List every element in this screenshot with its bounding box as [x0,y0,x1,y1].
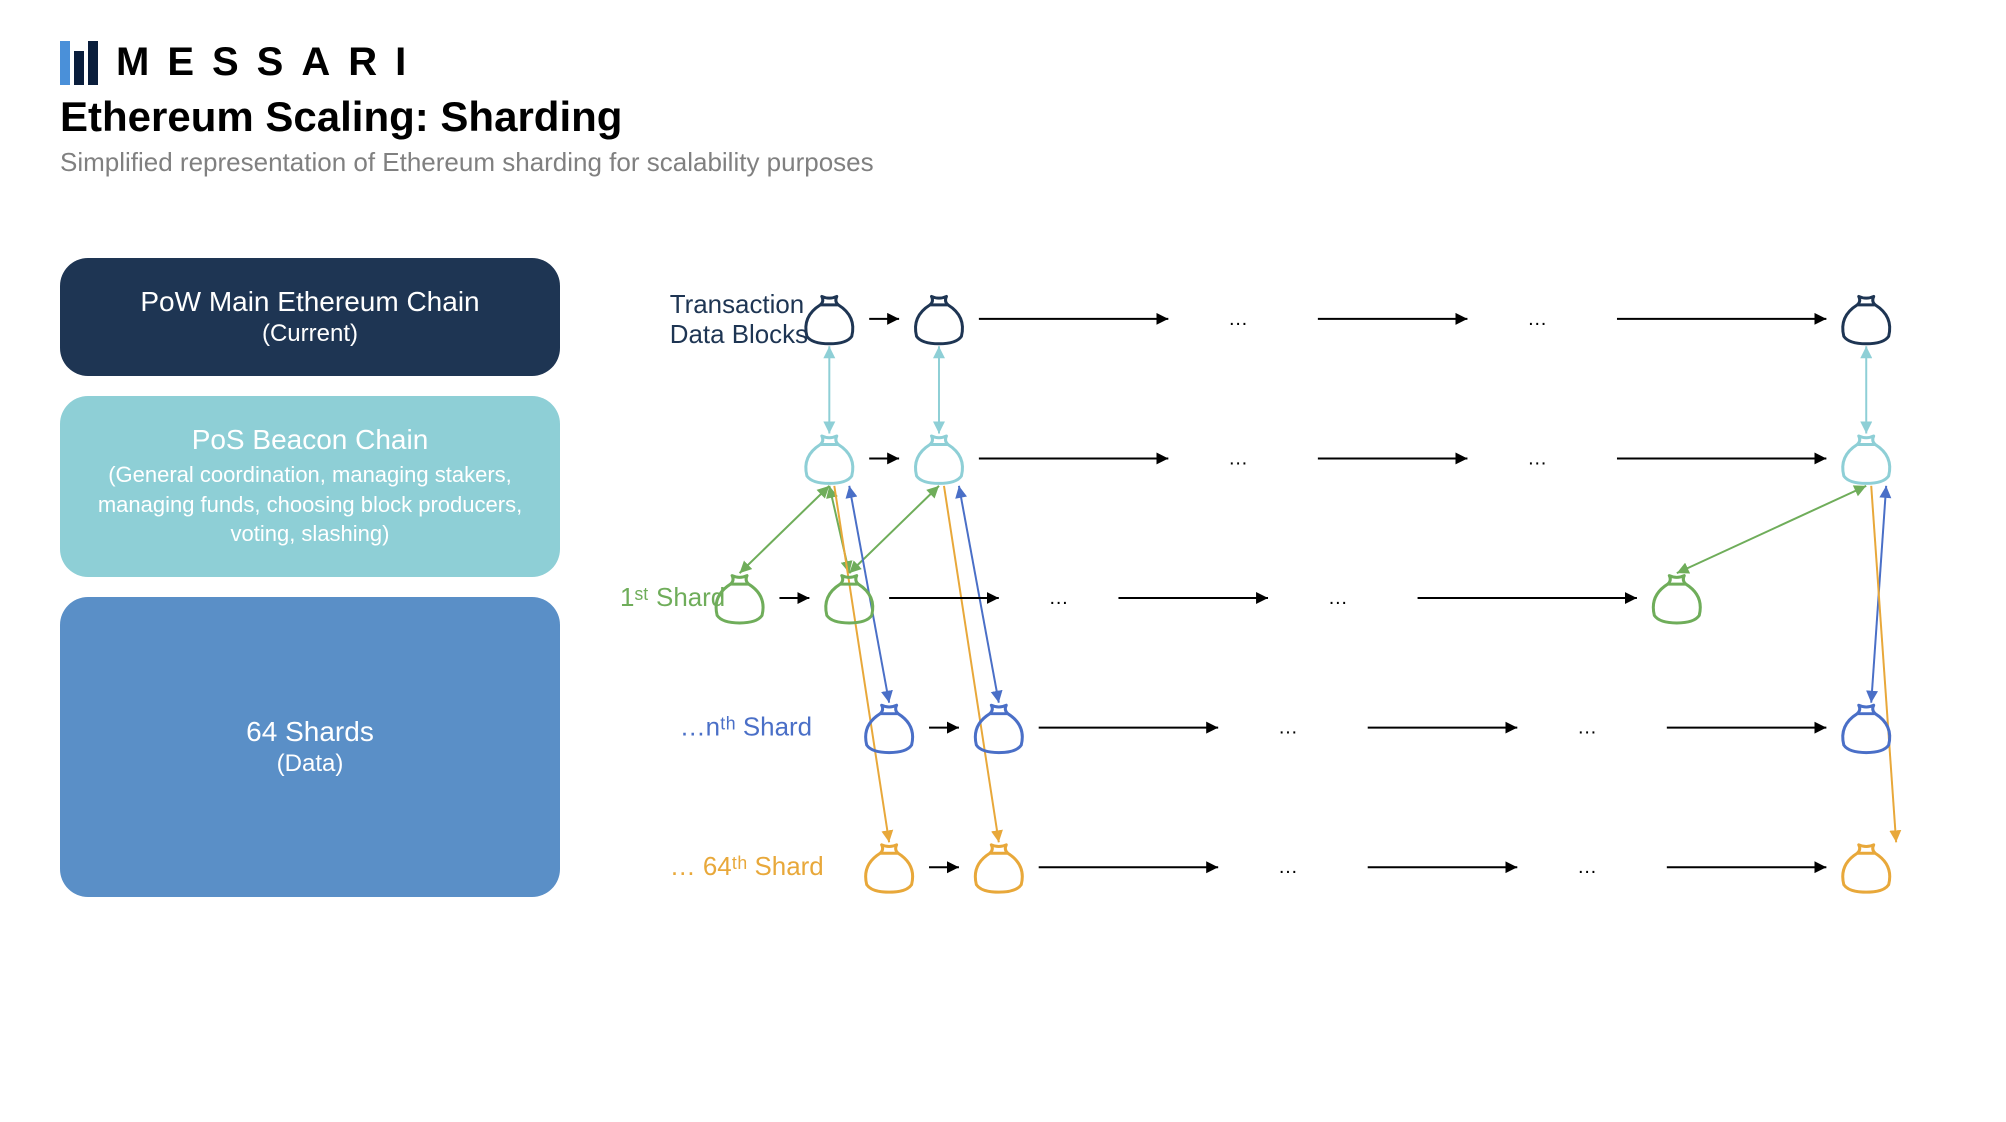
legend-box-title: 64 Shards [90,716,530,748]
bag-icon [915,296,962,343]
row-label: …nᵗʰ Shard [680,714,812,742]
row-label: … 64ᵗʰ Shard [670,853,824,881]
diagram-area: TransactionData Blocks 1ˢᵗ Shard …nᵗʰ Shar… [600,258,1946,963]
sharding-diagram: TransactionData Blocks 1ˢᵗ Shard …nᵗʰ Shar… [600,258,1946,958]
ellipsis: … [1228,447,1248,469]
ellipsis: … [1278,717,1298,739]
ellipsis: … [1228,308,1248,330]
ellipsis: … [1577,717,1597,739]
legend-box-title: PoS Beacon Chain [90,424,530,456]
legend-column: PoW Main Ethereum Chain(Current) PoS Beac… [60,258,560,963]
ellipsis: … [1049,587,1069,609]
ellipsis: … [1527,308,1547,330]
legend-box-title: PoW Main Ethereum Chain [90,286,530,318]
legend-box-pow: PoW Main Ethereum Chain(Current) [60,258,560,376]
bag-icon [1843,705,1890,752]
ellipsis: … [1527,447,1547,469]
page-title: Ethereum Scaling: Sharding [60,93,1946,141]
logo-bar [60,41,70,85]
ellipsis: … [1328,587,1348,609]
row-label: 1ˢᵗ Shard [620,584,725,612]
bag-icon [806,296,853,343]
bag-icon [866,845,913,892]
bag-icon [806,436,853,483]
logo-row: MESSARI [60,40,1946,85]
bag-icon [1843,296,1890,343]
bag-icon [915,436,962,483]
legend-box-pos: PoS Beacon Chain (General coordination, m… [60,396,560,577]
legend-box-sub: (Current) [90,320,530,348]
row-label: Data Blocks [670,321,808,349]
page-subtitle: Simplified representation of Ethereum sh… [60,147,1946,178]
brand-text: MESSARI [116,40,424,85]
bag-icon [1843,436,1890,483]
bag-icon [975,845,1022,892]
ellipsis: … [1577,856,1597,878]
ellipsis: … [1278,856,1298,878]
content-area: PoW Main Ethereum Chain(Current) PoS Beac… [60,258,1946,963]
bag-icon [826,576,873,623]
bag-icon [1653,576,1700,623]
legend-box-desc: (General coordination, managing stakers,… [90,460,530,549]
bag-icon [1843,845,1890,892]
logo-bars [60,41,98,85]
legend-box-shards: 64 Shards(Data) [60,597,560,897]
row-label: Transaction [670,291,804,319]
legend-box-sub: (Data) [90,750,530,778]
logo-bar [74,51,84,85]
logo-bar [88,41,98,85]
